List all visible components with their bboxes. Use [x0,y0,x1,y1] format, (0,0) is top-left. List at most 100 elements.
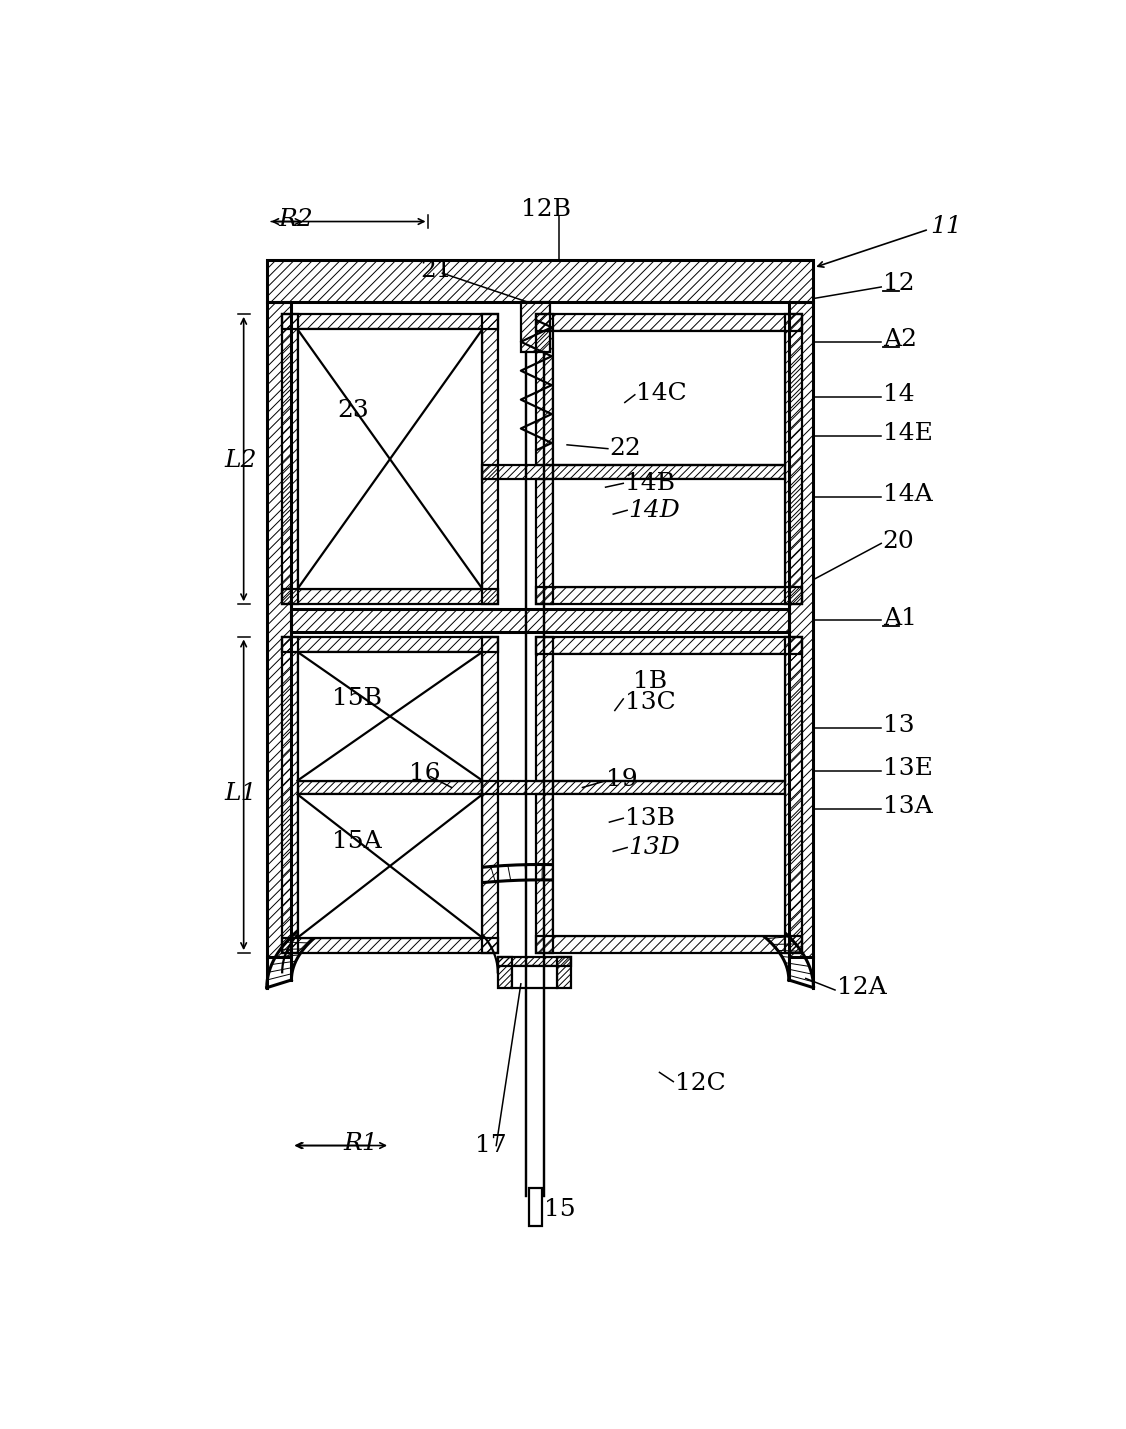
Bar [526,353,544,1196]
Bar [283,636,498,652]
Bar [789,303,813,957]
Text: 16: 16 [409,762,441,785]
Bar [482,780,553,795]
Text: 13: 13 [883,714,914,737]
Bar [529,1187,542,1226]
Bar [785,314,802,604]
Bar [297,652,482,780]
Bar [553,332,785,464]
Bar [553,464,785,479]
Bar [553,780,785,795]
Bar [283,589,498,604]
Bar [536,587,802,604]
Bar [536,314,802,332]
Bar [283,314,498,329]
Bar [536,636,553,780]
Bar [482,464,553,479]
Bar [297,795,482,937]
Bar [553,795,785,936]
Text: 15: 15 [544,1198,575,1220]
Bar [482,314,498,604]
Bar [785,636,802,953]
Text: 12: 12 [883,272,914,294]
Bar [553,479,785,587]
Text: 15A: 15A [332,830,382,853]
Bar [297,780,482,795]
Text: L1: L1 [224,782,257,805]
Bar [536,314,802,332]
Bar [536,936,802,953]
Bar [498,957,571,966]
Bar [498,957,511,987]
Bar [297,780,482,795]
Text: 13E: 13E [883,757,932,780]
Text: 14: 14 [883,383,914,406]
Text: 14C: 14C [636,382,687,404]
Bar [511,966,557,987]
Text: 22: 22 [609,437,641,460]
Bar [553,464,785,479]
Bar [482,464,553,479]
Bar [557,957,571,987]
Bar [283,314,498,329]
Bar [785,636,802,953]
Bar [283,636,498,652]
Text: 14A: 14A [883,483,932,506]
Bar [536,587,802,604]
Bar [536,479,553,604]
Text: R1: R1 [343,1132,378,1155]
Bar [267,260,813,303]
Bar [536,936,802,953]
Bar [536,479,553,604]
Text: 13D: 13D [628,836,680,859]
Bar [536,636,802,653]
Text: 12A: 12A [837,976,886,999]
Bar [536,314,553,464]
Text: 23: 23 [338,399,369,422]
Text: 15B: 15B [332,687,382,710]
Bar [283,636,297,953]
Text: 21: 21 [421,259,453,282]
Bar [267,303,292,957]
Bar [482,314,498,604]
Text: 12C: 12C [674,1072,725,1096]
Bar [283,314,297,604]
Text: 13B: 13B [625,807,674,830]
Bar [267,260,813,303]
Bar [536,795,553,953]
Bar [521,303,551,353]
Bar [267,303,292,957]
Bar [536,314,553,464]
Bar [498,957,511,987]
Text: R2: R2 [278,207,313,230]
Text: 11: 11 [930,216,963,239]
Bar [553,780,785,795]
Bar [283,314,297,604]
Bar [283,589,498,604]
Text: A1: A1 [883,606,917,630]
Text: 17: 17 [475,1135,507,1157]
Bar [557,957,571,987]
Text: 13A: 13A [883,795,932,819]
Bar [498,957,571,966]
Text: 19: 19 [606,769,637,792]
Text: 20: 20 [883,530,914,553]
Bar [521,303,551,353]
Bar [292,609,789,632]
Bar [789,303,813,957]
Text: 1B: 1B [633,670,667,693]
Text: 13C: 13C [625,692,676,714]
Bar [536,636,553,780]
Bar [283,937,498,953]
Text: 14D: 14D [628,499,680,522]
Bar [292,609,789,632]
Text: A2: A2 [883,327,917,352]
Bar [283,636,297,953]
Bar [785,314,802,604]
Bar [536,795,553,953]
Bar [482,780,553,795]
Bar [536,636,802,653]
Text: 14E: 14E [883,422,932,444]
Bar [297,329,482,589]
Bar [553,653,785,780]
